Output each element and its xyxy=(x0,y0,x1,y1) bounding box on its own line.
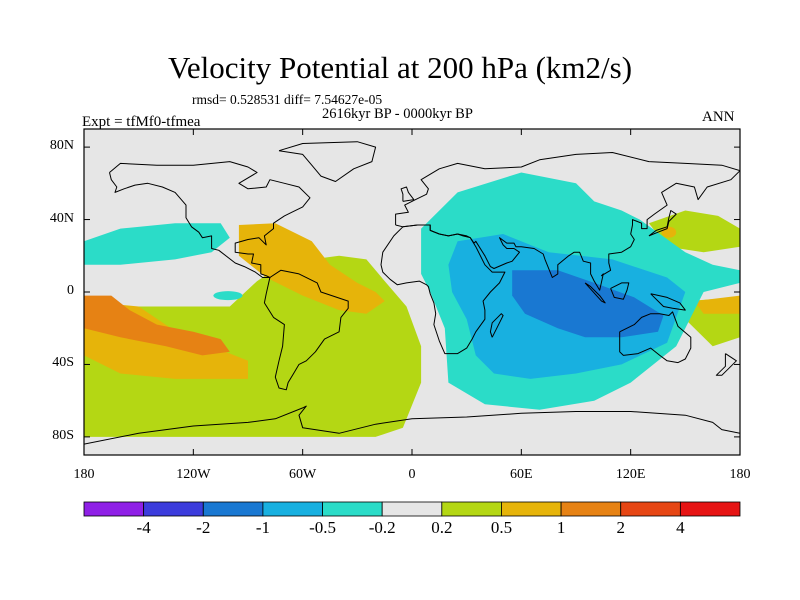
colorbar-label: 0.2 xyxy=(431,518,453,537)
rmsd-value: 0.528531 xyxy=(230,92,281,107)
global-positive-band-2 xyxy=(648,210,740,253)
x-tick-label: 120E xyxy=(615,467,646,482)
x-tick-label: 180 xyxy=(73,467,95,482)
coastline-eurasia xyxy=(395,152,740,291)
x-tick-label: 60W xyxy=(289,467,317,482)
weak-negative-regions-0 xyxy=(84,223,230,265)
coastline-british-isles xyxy=(400,186,415,202)
colorbar xyxy=(83,501,741,517)
coastline-greenland xyxy=(278,141,377,182)
colorbar-label: 0.5 xyxy=(490,518,513,537)
colorbar-label: 1 xyxy=(556,518,566,537)
y-tick-label: 80S xyxy=(52,427,74,443)
colorbar-label: 4 xyxy=(676,518,685,537)
x-tick-label: 180 xyxy=(729,467,751,482)
coastlines xyxy=(84,141,740,445)
colorbar-swatch xyxy=(441,501,502,517)
colorbar-label: -2 xyxy=(196,518,211,537)
period-label: 2616kyr BP - 0000kyr BP xyxy=(322,106,473,122)
coastline-japan xyxy=(648,210,677,237)
coastline-sumatra xyxy=(584,282,606,304)
colorbar-label: 2 xyxy=(616,518,625,537)
axis-ticks xyxy=(83,129,741,455)
coastline-new-guinea xyxy=(650,293,686,311)
x-tick-label: 60E xyxy=(510,467,533,482)
colorbar-swatch xyxy=(501,501,562,517)
colorbar-swatch xyxy=(262,501,323,517)
coastline-africa-arabia xyxy=(380,224,506,355)
y-tick-label: 40N xyxy=(49,210,74,226)
pacific-positive-core-1 xyxy=(238,223,385,314)
coastline-madagascar xyxy=(489,313,504,338)
coastline-north-america xyxy=(109,161,311,278)
colorbar-label: -4 xyxy=(136,518,151,537)
colorbar-swatch xyxy=(143,501,204,517)
colorbar-label: -0.2 xyxy=(368,518,396,537)
colorbar-swatch xyxy=(560,501,622,517)
weak-negative-regions-1 xyxy=(213,291,243,301)
map-title: Velocity Potential at 200 hPa (km2/s) xyxy=(167,50,633,85)
colorbar-swatch xyxy=(202,501,264,517)
diff-value: 7.54627e-05 xyxy=(314,92,383,107)
coastline-borneo xyxy=(610,282,630,300)
colorbar-swatch xyxy=(679,501,741,517)
colorbar-label: -0.5 xyxy=(309,518,336,537)
y-tick-label: 0 xyxy=(67,283,74,298)
filled-contours xyxy=(84,129,740,455)
x-tick-label: 120W xyxy=(176,467,211,482)
pacific-strong-core-0 xyxy=(84,295,230,356)
y-tick-label: 80N xyxy=(49,138,74,154)
coastline-antarctica xyxy=(84,405,740,445)
colorbar-swatch xyxy=(322,501,383,517)
pacific-positive-core-2 xyxy=(694,295,740,314)
strong-negative-core-0 xyxy=(512,270,664,338)
coastline-australia xyxy=(619,311,692,364)
season-label: ANN xyxy=(702,109,735,125)
colorbar-label: -1 xyxy=(255,518,270,537)
coastline-new-zealand xyxy=(715,353,737,376)
colorbar-swatch xyxy=(620,501,681,517)
rmsd-diff-stats: rmsd= 0.528531 diff= 7.54627e-05 xyxy=(192,92,383,107)
coastline-south-america xyxy=(263,269,349,391)
colorbar-swatch xyxy=(83,501,145,517)
y-tick-label: 40S xyxy=(52,355,74,371)
x-tick-label: 0 xyxy=(408,467,416,482)
colorbar-swatch xyxy=(381,501,443,517)
experiment-label: Expt = tfMf0-tfmea xyxy=(82,114,201,130)
pacific-positive-core-3 xyxy=(661,226,677,238)
